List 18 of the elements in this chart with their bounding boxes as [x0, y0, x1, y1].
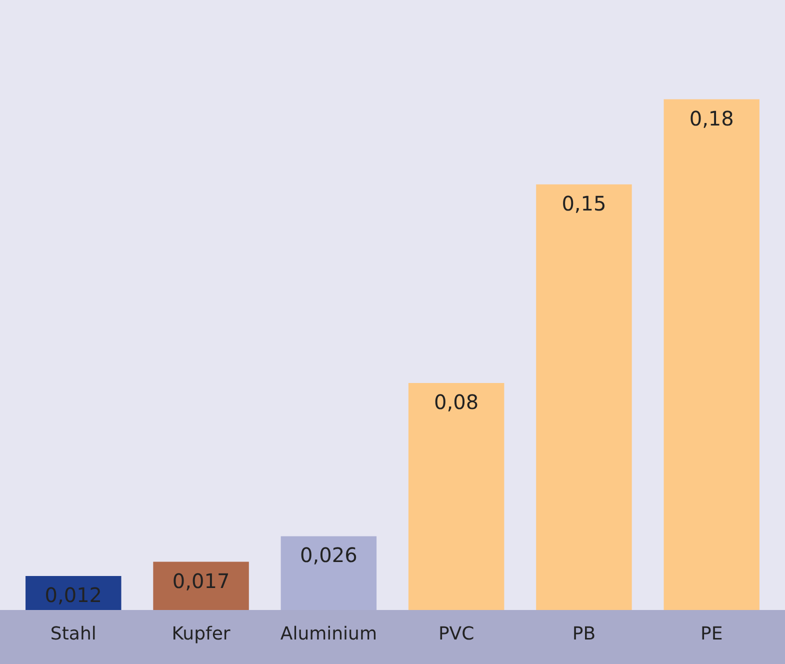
bar [26, 576, 122, 610]
x-tick-label: PE [700, 624, 723, 644]
x-tick-label: Kupfer [172, 624, 231, 644]
data-label: 0,18 [689, 106, 734, 130]
data-label: 0,15 [562, 191, 606, 216]
x-tick-label: PB [572, 624, 596, 644]
bar [280, 536, 377, 610]
bar [408, 383, 504, 610]
data-label: 0,017 [172, 568, 230, 593]
x-tick-label: PVC [438, 624, 474, 644]
x-tick-label: Stahl [50, 624, 96, 644]
bar [536, 184, 632, 610]
data-label: 0,026 [300, 543, 358, 568]
x-tick-label: Aluminium [280, 624, 377, 644]
data-label: 0,012 [44, 582, 102, 607]
data-label: 0,08 [434, 390, 479, 414]
bar [664, 99, 760, 610]
bar [153, 562, 249, 610]
